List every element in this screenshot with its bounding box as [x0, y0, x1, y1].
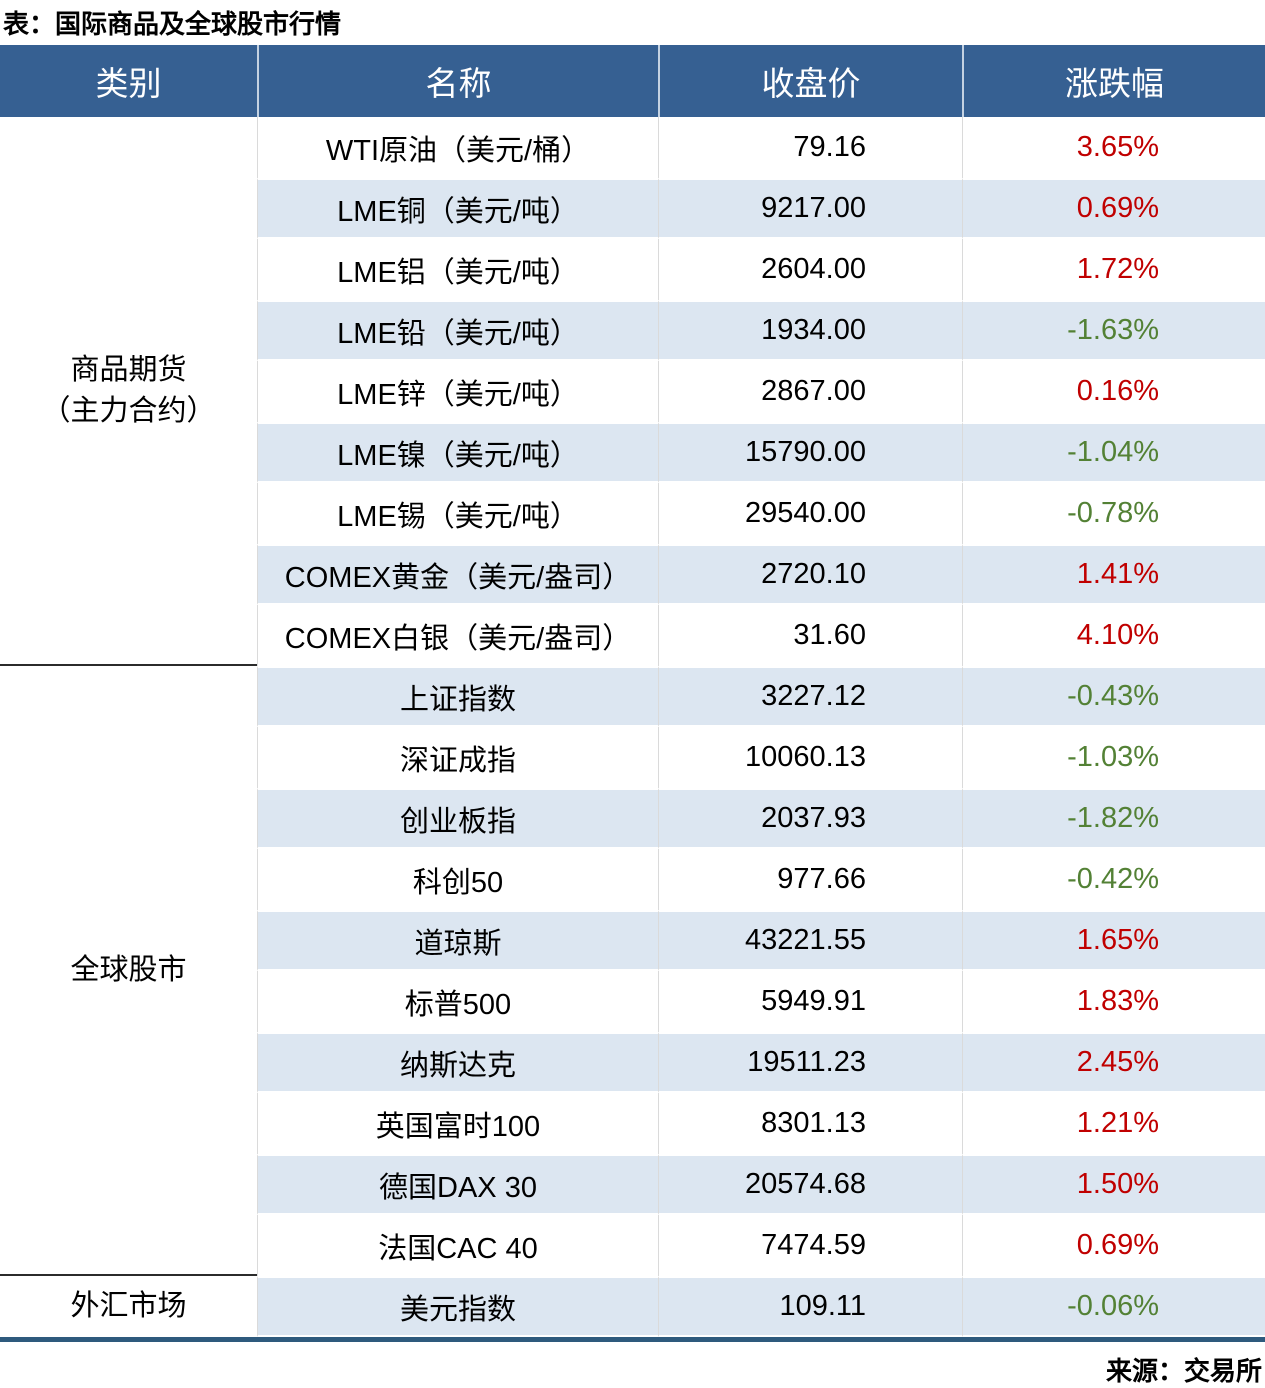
close-price-cell: 20574.68 — [658, 1154, 962, 1215]
header-change-pct: 涨跌幅 — [962, 45, 1265, 117]
table-row: 外汇市场 美元指数 109.11 -0.06% — [0, 1276, 1265, 1337]
name-cell: 深证成指 — [257, 727, 658, 788]
close-price-cell: 7474.59 — [658, 1215, 962, 1276]
change-cell: 1.72% — [962, 239, 1265, 300]
name-cell: 道琼斯 — [257, 910, 658, 971]
table-row: COMEX白银（美元/盎司） 31.60 4.10% — [0, 605, 1265, 666]
change-cell: 2.45% — [962, 1032, 1265, 1093]
name-cell: 上证指数 — [257, 666, 658, 727]
close-price-cell: 8301.13 — [658, 1093, 962, 1154]
close-price-cell: 5949.91 — [658, 971, 962, 1032]
change-cell: -1.03% — [962, 727, 1265, 788]
table-row: 道琼斯 43221.55 1.65% — [0, 910, 1265, 971]
close-price-cell: 3227.12 — [658, 666, 962, 727]
change-cell: -1.04% — [962, 422, 1265, 483]
change-cell: -0.06% — [962, 1276, 1265, 1337]
name-cell: 英国富时100 — [257, 1093, 658, 1154]
name-cell: LME锌（美元/吨） — [257, 361, 658, 422]
name-cell: 德国DAX 30 — [257, 1154, 658, 1215]
name-cell: LME铜（美元/吨） — [257, 178, 658, 239]
table-row: 法国CAC 40 7474.59 0.69% — [0, 1215, 1265, 1276]
name-cell: LME锡（美元/吨） — [257, 483, 658, 544]
close-price-cell: 15790.00 — [658, 422, 962, 483]
close-price-cell: 1934.00 — [658, 300, 962, 361]
name-cell: 创业板指 — [257, 788, 658, 849]
table-row: LME锌（美元/吨） 2867.00 0.16% — [0, 361, 1265, 422]
close-price-cell: 29540.00 — [658, 483, 962, 544]
header-close-price: 收盘价 — [658, 45, 962, 117]
change-cell: -0.43% — [962, 666, 1265, 727]
name-cell: 法国CAC 40 — [257, 1215, 658, 1276]
table-row: 纳斯达克 19511.23 2.45% — [0, 1032, 1265, 1093]
name-cell: 纳斯达克 — [257, 1032, 658, 1093]
source-note: 来源：交易所 — [1105, 1356, 1262, 1386]
change-cell: 0.16% — [962, 361, 1265, 422]
name-cell: COMEX白银（美元/盎司） — [257, 605, 658, 666]
change-cell: 1.50% — [962, 1154, 1265, 1215]
name-cell: LME镍（美元/吨） — [257, 422, 658, 483]
table-row: LME铝（美元/吨） 2604.00 1.72% — [0, 239, 1265, 300]
category-cell: 外汇市场 — [0, 1276, 257, 1337]
name-cell: 科创50 — [257, 849, 658, 910]
table-row: 全球股市 上证指数 3227.12 -0.43% — [0, 666, 1265, 1276]
close-price-cell: 2037.93 — [658, 788, 962, 849]
table-row: 英国富时100 8301.13 1.21% — [0, 1093, 1265, 1154]
header-row: 类别 名称 收盘价 涨跌幅 — [0, 45, 1265, 117]
change-cell: -1.63% — [962, 300, 1265, 361]
table-row: LME镍（美元/吨） 15790.00 -1.04% — [0, 422, 1265, 483]
close-price-cell: 2604.00 — [658, 239, 962, 300]
name-cell: COMEX黄金（美元/盎司） — [257, 544, 658, 605]
header-category: 类别 — [0, 45, 257, 117]
close-price-cell: 19511.23 — [658, 1032, 962, 1093]
change-cell: 0.69% — [962, 1215, 1265, 1276]
name-cell: LME铝（美元/吨） — [257, 239, 658, 300]
table-row: LME锡（美元/吨） 29540.00 -0.78% — [0, 483, 1265, 544]
close-price-cell: 79.16 — [658, 117, 962, 178]
header-name: 名称 — [257, 45, 658, 117]
table-row: 科创50 977.66 -0.42% — [0, 849, 1265, 910]
table-body: 商品期货 （主力合约） WTI原油（美元/桶） 79.16 3.65% LME铜（美元/吨… — [0, 117, 1265, 1337]
change-cell: -0.78% — [962, 483, 1265, 544]
close-price-cell: 109.11 — [658, 1276, 962, 1337]
change-cell: 4.10% — [962, 605, 1265, 666]
category-cell: 商品期货 （主力合约） — [0, 117, 257, 666]
table-row: 商品期货 （主力合约） WTI原油（美元/桶） 79.16 3.65% — [0, 117, 1265, 666]
table-row: 标普500 5949.91 1.83% — [0, 971, 1265, 1032]
table-row: LME铅（美元/吨） 1934.00 -1.63% — [0, 300, 1265, 361]
category-cell: 全球股市 — [0, 666, 257, 1276]
close-price-cell: 977.66 — [658, 849, 962, 910]
close-price-cell: 2720.10 — [658, 544, 962, 605]
page-title: 表：国际商品及全球股市行情 — [3, 9, 342, 39]
change-cell: -1.82% — [962, 788, 1265, 849]
change-cell: 0.69% — [962, 178, 1265, 239]
close-price-cell: 10060.13 — [658, 727, 962, 788]
table-row: 深证成指 10060.13 -1.03% — [0, 727, 1265, 788]
table-row: 创业板指 2037.93 -1.82% — [0, 788, 1265, 849]
change-cell: 1.21% — [962, 1093, 1265, 1154]
market-table: 类别 名称 收盘价 涨跌幅 商品期货 （主力合约） WTI原油（美元/桶） 79.16… — [0, 45, 1265, 1342]
name-cell: 美元指数 — [257, 1276, 658, 1337]
close-price-cell: 43221.55 — [658, 910, 962, 971]
close-price-cell: 9217.00 — [658, 178, 962, 239]
name-cell: 标普500 — [257, 971, 658, 1032]
table-row: 德国DAX 30 20574.68 1.50% — [0, 1154, 1265, 1215]
change-cell: 1.65% — [962, 910, 1265, 971]
name-cell: LME铅（美元/吨） — [257, 300, 658, 361]
table-row: COMEX黄金（美元/盎司） 2720.10 1.41% — [0, 544, 1265, 605]
name-cell: WTI原油（美元/桶） — [257, 117, 658, 178]
close-price-cell: 2867.00 — [658, 361, 962, 422]
change-cell: -0.42% — [962, 849, 1265, 910]
close-price-cell: 31.60 — [658, 605, 962, 666]
change-cell: 1.41% — [962, 544, 1265, 605]
change-cell: 1.83% — [962, 971, 1265, 1032]
change-cell: 3.65% — [962, 117, 1265, 178]
table-row: LME铜（美元/吨） 9217.00 0.69% — [0, 178, 1265, 239]
